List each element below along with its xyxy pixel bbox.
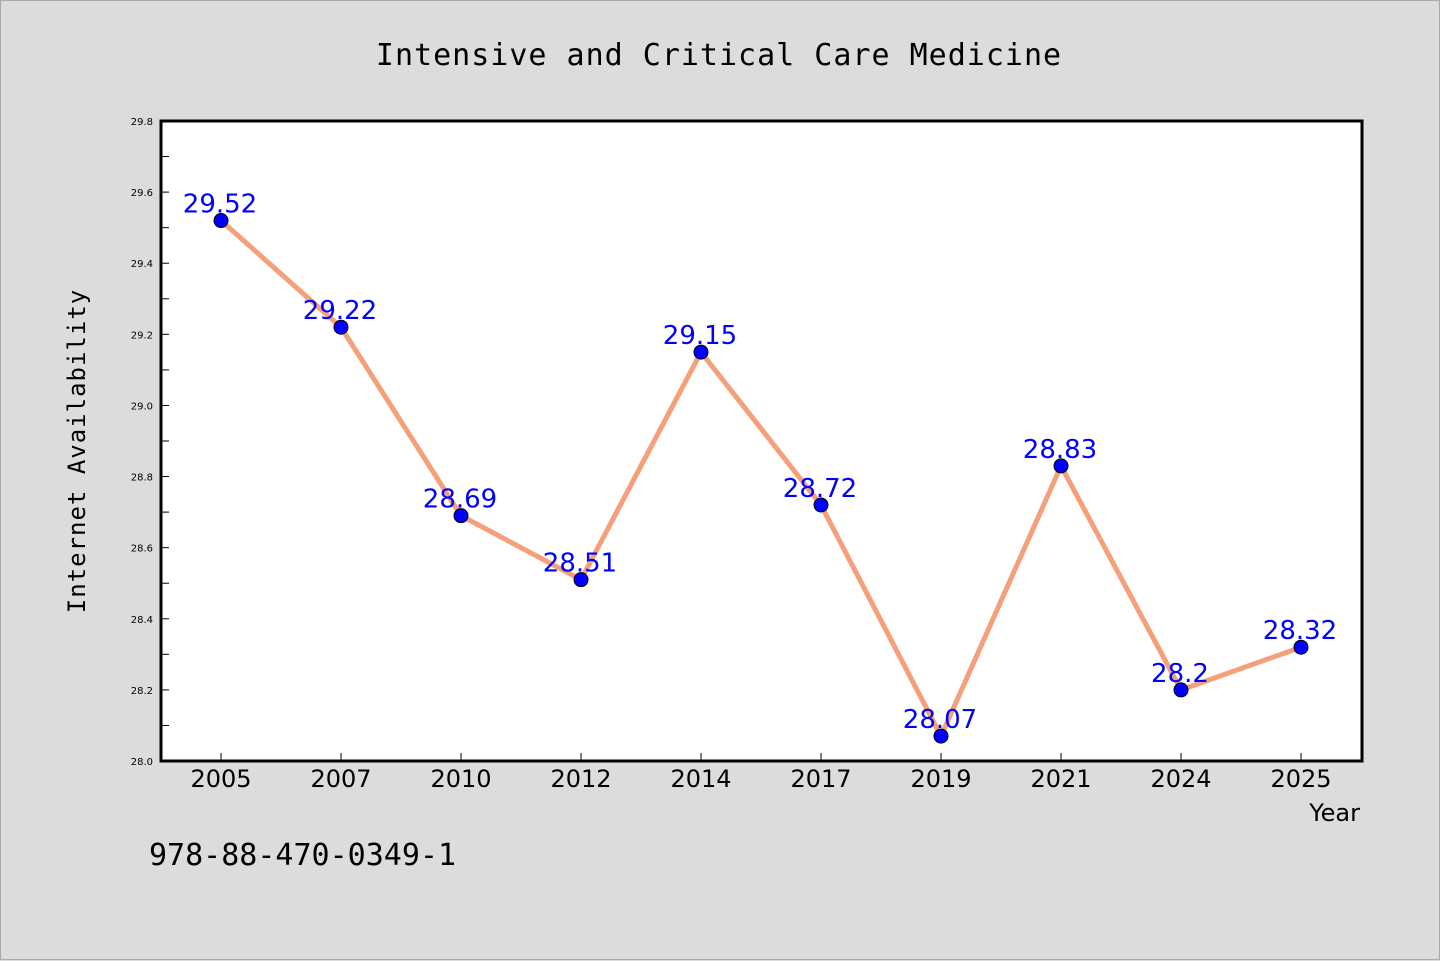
- data-label: 29.52: [183, 190, 257, 220]
- data-label: 28.72: [783, 474, 857, 504]
- y-tick-label: 29.0: [131, 401, 153, 412]
- x-tick-label: 2024: [1150, 765, 1211, 793]
- y-tick-label: 29.8: [131, 117, 153, 128]
- data-point: [933, 728, 949, 744]
- y-tick-label: 28.4: [131, 615, 153, 626]
- data-point: [1173, 682, 1189, 698]
- isbn-text: 978-88-470-0349-1: [149, 838, 456, 873]
- y-axis-label: Internet Availability: [63, 289, 91, 613]
- data-point: [813, 497, 829, 513]
- data-label: 28.83: [1023, 435, 1097, 465]
- x-tick-label: 2019: [910, 765, 971, 793]
- x-tick-label: 2025: [1270, 765, 1331, 793]
- data-label: 29.22: [303, 296, 377, 326]
- data-label: 28.69: [423, 485, 497, 515]
- data-point: [1053, 458, 1069, 474]
- series-line-group: [218, 218, 1304, 739]
- x-tick-label: 2007: [310, 765, 371, 793]
- data-point: [1293, 639, 1309, 655]
- y-tick-label: 28.0: [131, 757, 153, 768]
- y-tick-label: 29.2: [131, 330, 153, 341]
- x-tick-label: 2017: [790, 765, 851, 793]
- chart-title: Intensive and Critical Care Medicine: [376, 38, 1062, 73]
- series-line: [218, 218, 1304, 739]
- data-label: 28.51: [543, 549, 617, 579]
- y-tick-label: 29.6: [131, 188, 153, 199]
- y-axis: 28.0 28.2 28.4 28.6 28.8 29.0 29.2 29.4 29.6 29.8: [131, 117, 169, 768]
- y-tick-label: 28.2: [131, 686, 153, 697]
- x-tick-label: 2010: [430, 765, 491, 793]
- x-tick-label: 2012: [550, 765, 611, 793]
- data-point: [693, 344, 709, 360]
- x-tick-label: 2021: [1030, 765, 1091, 793]
- data-label-group: 29.52 29.22 28.69 28.51 29.15 28.72 28.07 28.83…: [183, 190, 1337, 736]
- data-point: [453, 508, 469, 524]
- data-label: 28.2: [1151, 659, 1209, 689]
- y-tick-label: 29.4: [131, 259, 153, 270]
- x-tick-label: 2005: [190, 765, 251, 793]
- y-tick-label: 28.6: [131, 544, 153, 555]
- data-label: 28.07: [903, 705, 977, 735]
- y-tick-label: 28.8: [131, 473, 153, 484]
- data-point: [213, 213, 229, 229]
- marker-group: [213, 213, 1309, 744]
- data-label: 29.15: [663, 321, 737, 351]
- data-point: [573, 572, 589, 588]
- x-axis-label: Year: [1308, 799, 1360, 827]
- data-label: 28.32: [1263, 616, 1337, 646]
- x-tick-label: 2014: [670, 765, 731, 793]
- data-point: [333, 319, 349, 335]
- x-axis: 2005 2007 2010 2012 2014 2017 2019 2021 2024 2025: [190, 753, 1332, 793]
